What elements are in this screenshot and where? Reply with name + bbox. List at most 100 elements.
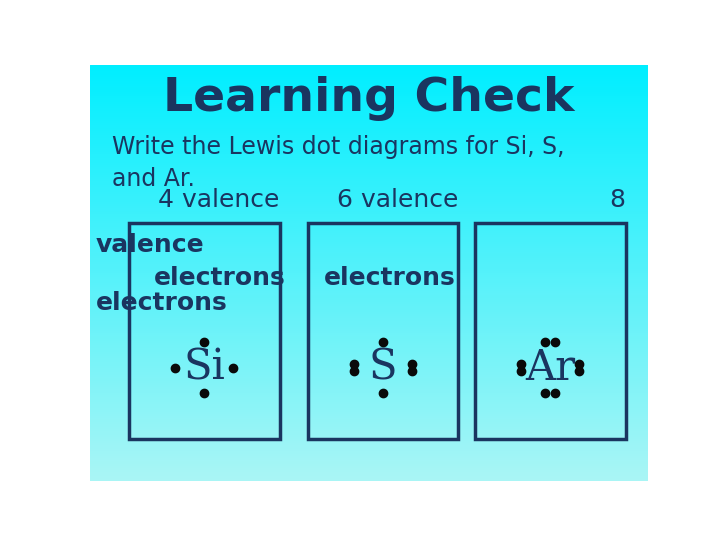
Bar	[90, 217, 648, 219]
Bar	[90, 466, 648, 468]
Text: valence: valence	[96, 233, 204, 257]
Bar	[90, 373, 648, 375]
Bar	[90, 100, 648, 102]
Bar	[90, 260, 648, 262]
Bar	[90, 252, 648, 254]
Bar	[90, 427, 648, 429]
Bar	[90, 248, 648, 250]
Bar	[90, 308, 648, 310]
Bar	[90, 96, 648, 98]
Text: 6 valence: 6 valence	[337, 188, 459, 212]
Bar	[90, 268, 648, 271]
Bar	[90, 150, 648, 152]
Bar	[90, 73, 648, 75]
Bar	[90, 85, 648, 87]
Bar	[90, 277, 648, 279]
Bar	[90, 462, 648, 464]
Bar	[90, 275, 648, 277]
Bar	[90, 360, 648, 362]
Bar	[90, 331, 648, 333]
Bar	[90, 439, 648, 441]
Bar	[90, 136, 648, 138]
Bar	[90, 152, 648, 154]
Text: electrons: electrons	[96, 292, 228, 315]
Text: electrons: electrons	[154, 266, 286, 291]
Bar	[90, 90, 648, 92]
Bar	[90, 385, 648, 387]
Bar	[90, 262, 648, 265]
Bar	[90, 289, 648, 292]
Bar	[90, 192, 648, 194]
Bar	[90, 246, 648, 248]
Bar	[90, 472, 648, 474]
Bar	[90, 123, 648, 125]
Bar	[90, 354, 648, 356]
Bar	[90, 69, 648, 71]
Bar	[90, 225, 648, 227]
Bar	[90, 370, 648, 373]
Bar	[90, 316, 648, 319]
Bar	[90, 404, 648, 406]
Bar	[90, 129, 648, 131]
Bar	[90, 310, 648, 312]
Bar	[90, 125, 648, 127]
Bar	[90, 449, 648, 451]
Bar	[90, 221, 648, 223]
Bar	[90, 127, 648, 129]
Bar	[90, 84, 648, 85]
Bar	[90, 377, 648, 379]
Bar	[90, 156, 648, 158]
Bar	[90, 183, 648, 185]
Bar	[90, 412, 648, 414]
Bar	[90, 375, 648, 377]
Bar	[90, 352, 648, 354]
Bar	[90, 321, 648, 322]
Bar	[90, 194, 648, 196]
Bar	[90, 441, 648, 443]
Bar	[90, 424, 648, 427]
Bar	[90, 406, 648, 408]
Bar	[90, 381, 648, 383]
Text: Write the Lewis dot diagrams for Si, S,: Write the Lewis dot diagrams for Si, S,	[112, 136, 564, 159]
Bar	[90, 200, 648, 202]
Bar	[90, 446, 648, 447]
Bar	[90, 121, 648, 123]
Bar	[90, 402, 648, 404]
Bar	[90, 339, 648, 341]
Bar	[90, 133, 648, 136]
Bar	[90, 173, 648, 175]
Bar	[90, 383, 648, 385]
Bar	[90, 447, 648, 449]
Bar	[90, 219, 648, 221]
Bar	[90, 98, 648, 100]
Bar	[90, 140, 648, 141]
Bar	[90, 163, 648, 165]
Bar	[90, 71, 648, 73]
Bar	[90, 233, 648, 235]
Bar	[90, 179, 648, 181]
Bar	[90, 168, 648, 171]
Bar	[90, 256, 648, 258]
Bar	[90, 79, 648, 82]
Bar	[90, 379, 648, 381]
Bar	[90, 319, 648, 321]
Bar	[90, 422, 648, 424]
Bar	[90, 408, 648, 410]
Bar	[90, 67, 648, 69]
Text: 4 valence: 4 valence	[158, 188, 280, 212]
Bar	[90, 241, 648, 244]
Bar	[90, 395, 648, 397]
Text: electrons: electrons	[324, 266, 456, 291]
Bar	[90, 181, 648, 183]
Bar	[90, 75, 648, 77]
Bar	[90, 185, 648, 187]
Bar	[90, 254, 648, 256]
Bar	[90, 231, 648, 233]
Bar	[90, 206, 648, 208]
Bar	[90, 337, 648, 339]
Bar	[90, 393, 648, 395]
Bar	[90, 364, 648, 366]
Bar	[90, 460, 648, 462]
Bar	[90, 294, 648, 295]
Bar	[90, 478, 648, 481]
